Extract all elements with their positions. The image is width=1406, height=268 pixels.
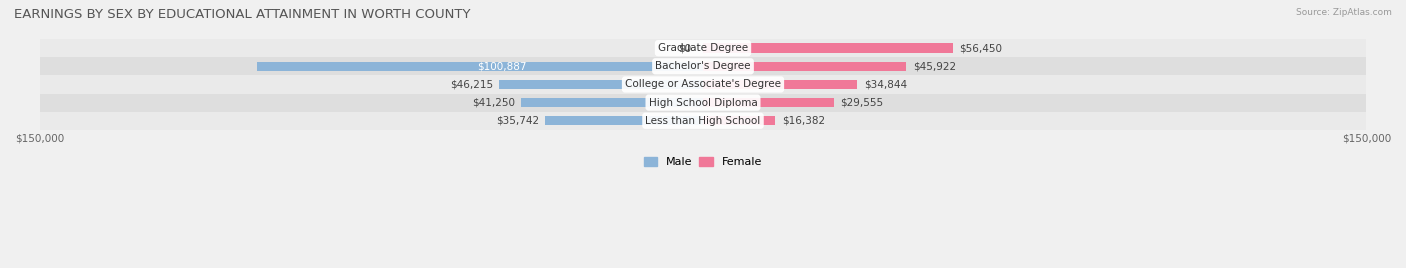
Bar xyxy=(703,80,858,89)
Bar xyxy=(39,112,1367,130)
Text: $41,250: $41,250 xyxy=(472,98,515,107)
Bar xyxy=(39,94,1367,112)
Text: Graduate Degree: Graduate Degree xyxy=(658,43,748,53)
Text: $35,742: $35,742 xyxy=(496,116,540,126)
Bar xyxy=(703,62,905,71)
Text: Source: ZipAtlas.com: Source: ZipAtlas.com xyxy=(1296,8,1392,17)
Bar xyxy=(520,98,703,107)
Text: $56,450: $56,450 xyxy=(959,43,1002,53)
Text: $100,887: $100,887 xyxy=(478,61,527,71)
Bar xyxy=(703,98,834,107)
Bar xyxy=(39,57,1367,75)
Bar xyxy=(546,116,703,125)
Text: $46,215: $46,215 xyxy=(450,80,494,90)
Text: $16,382: $16,382 xyxy=(782,116,825,126)
Text: College or Associate's Degree: College or Associate's Degree xyxy=(626,80,780,90)
Text: $29,555: $29,555 xyxy=(841,98,883,107)
Bar xyxy=(257,62,703,71)
Legend: Male, Female: Male, Female xyxy=(640,152,766,172)
Bar xyxy=(703,116,776,125)
Bar xyxy=(499,80,703,89)
Text: High School Diploma: High School Diploma xyxy=(648,98,758,107)
Text: EARNINGS BY SEX BY EDUCATIONAL ATTAINMENT IN WORTH COUNTY: EARNINGS BY SEX BY EDUCATIONAL ATTAINMEN… xyxy=(14,8,471,21)
Text: $34,844: $34,844 xyxy=(863,80,907,90)
Text: $45,922: $45,922 xyxy=(912,61,956,71)
Bar xyxy=(39,39,1367,57)
Text: Bachelor's Degree: Bachelor's Degree xyxy=(655,61,751,71)
Text: Less than High School: Less than High School xyxy=(645,116,761,126)
Bar xyxy=(39,75,1367,94)
Text: $0: $0 xyxy=(678,43,692,53)
Bar xyxy=(703,43,953,53)
